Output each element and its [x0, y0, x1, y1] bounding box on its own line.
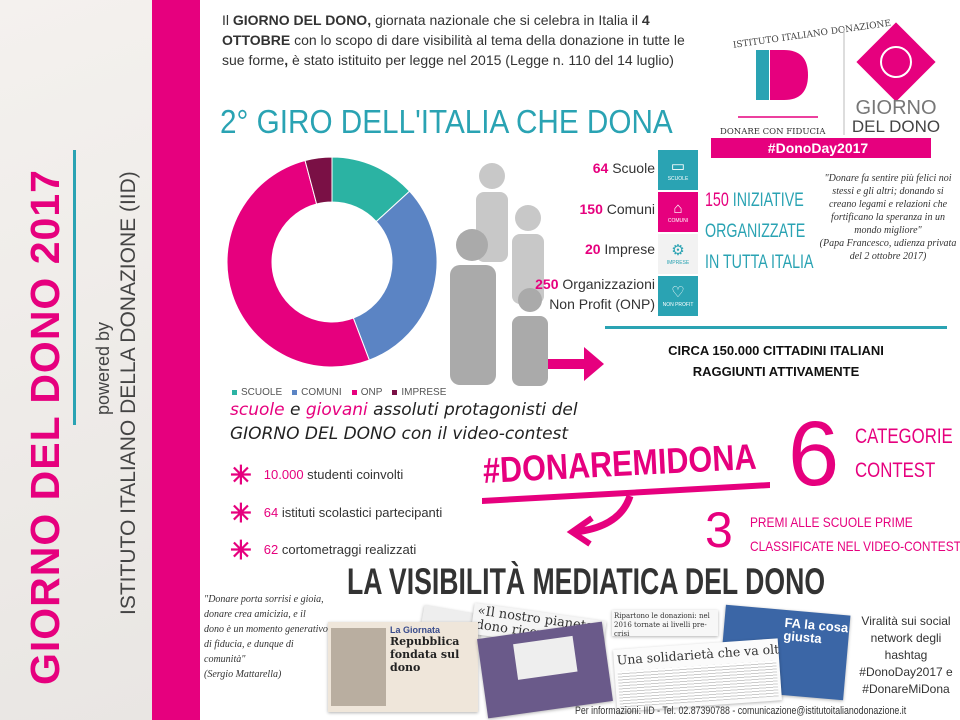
legend-item: SCUOLE: [232, 387, 282, 398]
contest-label: CATEGORIE CONTEST: [855, 425, 953, 482]
sidebar-title: GIORNO DEL DONO 2017: [22, 169, 68, 685]
logo-hashtag: #DonoDay2017: [768, 140, 869, 156]
building-icon: ⌂ COMUNI: [658, 192, 698, 232]
book-icon: ▭ SCUOLE: [658, 150, 698, 190]
initiatives-text: 150 INIZIATIVE ORGANIZZATE IN TUTTA ITAL…: [705, 190, 814, 273]
legend-label: IMPRESE: [401, 387, 447, 398]
donut-slice-onp: [226, 159, 370, 368]
press-clipping: Ripartono le donazioni: nel 2016 tornate…: [612, 610, 718, 636]
legend-swatch: [232, 389, 237, 395]
reach-text: CIRCA 150.000 CITTADINI ITALIANI RAGGIUNT…: [668, 343, 884, 379]
quote-pope: "Donare fa sentire più felici noi stessi…: [819, 173, 957, 262]
divider: [73, 150, 76, 425]
divider: [605, 326, 947, 329]
bullet-item: ✳ 10.000 studenti coinvolti: [230, 460, 404, 490]
press-clipping: Una solidarietà che va oltre le emergenz…: [613, 638, 782, 712]
logo-tagline: DONARE CON FIDUCIA: [720, 127, 826, 137]
bullet-item: ✳ 64 istituti scolastici partecipanti: [230, 498, 443, 528]
asterisk-icon: ✳: [230, 460, 252, 490]
prizes-number: 3: [705, 502, 733, 558]
pink-stripe: [152, 0, 200, 720]
bullet-item: ✳ 62 cortometraggi realizzati: [230, 535, 417, 565]
legend-label: COMUNI: [301, 387, 342, 398]
logo: ISTITUTO ITALIANO DONAZIONE DONARE CON F…: [708, 10, 953, 158]
page-title: 2° GIRO DELL'ITALIA CHE DONA: [220, 103, 673, 140]
stat-comuni: 150 Comuni: [579, 201, 656, 217]
media-title: LA VISIBILITÀ MEDIATICA DEL DONO: [347, 561, 826, 602]
legend-swatch: [392, 389, 398, 395]
asterisk-icon: ✳: [230, 535, 252, 565]
stat-scuole: 64 Scuole: [592, 160, 655, 176]
legend-label: SCUOLE: [241, 387, 283, 398]
curved-arrow-icon: [482, 482, 770, 547]
legend-swatch: [292, 389, 298, 395]
legend-item: IMPRESE: [392, 387, 446, 398]
legend-item: ONP: [351, 387, 383, 398]
logo-gdd-2: DEL DONO: [852, 117, 940, 136]
legend-swatch: [351, 389, 357, 395]
powered-by: powered by: [93, 321, 113, 415]
logo-graphic: ISTITUTO ITALIANO DONAZIONE DONARE CON F…: [708, 10, 953, 158]
contest-number: 6: [788, 403, 840, 505]
arrow-right-icon: [548, 347, 604, 381]
stat-imprese: 20 Imprese: [584, 241, 655, 257]
institute-name: ISTITUTO ITALIANO DELLA DONAZIONE (IID): [117, 171, 140, 615]
legend-label: ONP: [360, 387, 383, 398]
people-silhouettes-icon: [450, 163, 548, 386]
contest-subheading: scuole e giovani assoluti protagonisti d…: [230, 400, 578, 444]
chart-legend: SCUOLE COMUNI ONP IMPRESE: [232, 387, 446, 398]
donut-slice-imprese: [304, 156, 333, 205]
asterisk-icon: ✳: [230, 498, 252, 528]
sidebar: GIORNO DEL DONO 2017 powered by ISTITUTO…: [0, 0, 152, 720]
tv-screenshot: [477, 621, 613, 719]
footer-contact: Per informazioni: IID - Tel. 02.87390788…: [575, 705, 907, 717]
legend-item: COMUNI: [292, 387, 342, 398]
heart-icon: ♡ NON PROFIT: [658, 276, 698, 316]
donut-chart: [226, 156, 438, 368]
prizes-label: PREMI ALLE SCUOLE PRIME CLASSIFICATE NEL …: [750, 514, 960, 554]
quote-mattarella: "Donare porta sorrisi e gioia, donare cr…: [204, 594, 328, 680]
virality-text: Viralità sui social network degli hashta…: [859, 614, 953, 696]
intro-text: Il GIORNO DEL DONO, giornata nazionale c…: [222, 12, 685, 68]
gears-icon: ⚙ IMPRESE: [658, 234, 698, 274]
stat-onp: 250 Organizzazioni Non Profit (ONP): [535, 276, 655, 312]
logo-gdd-1: GIORNO: [855, 97, 936, 119]
press-clipping: La Giornata Repubblica fondata sul dono: [328, 622, 478, 712]
donut-slice-comuni: [352, 190, 438, 361]
